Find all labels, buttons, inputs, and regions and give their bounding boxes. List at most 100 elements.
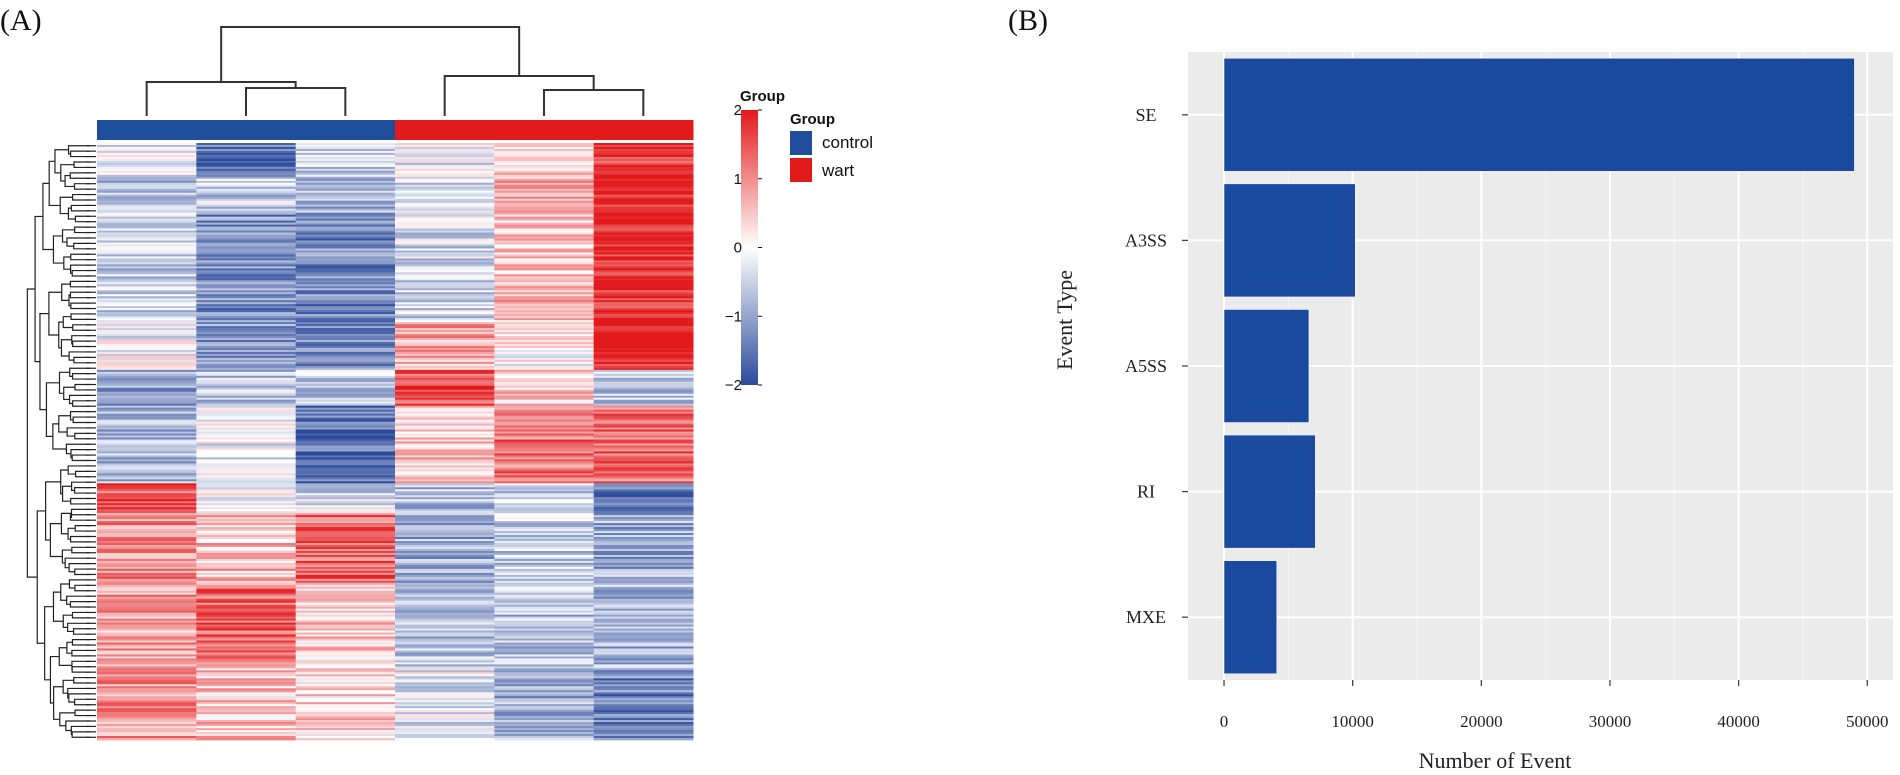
heatmap-cell xyxy=(494,160,595,164)
heatmap-cell xyxy=(395,489,495,492)
heatmap-cell xyxy=(593,194,694,198)
heatmap-cell xyxy=(494,220,595,223)
heatmap-cell xyxy=(295,355,396,359)
heatmap-cell xyxy=(196,349,297,353)
heatmap-cell xyxy=(395,411,495,415)
heatmap-cell xyxy=(97,580,197,584)
heatmap-cell xyxy=(593,324,694,327)
heatmap-cell xyxy=(593,178,694,182)
heatmap-cell xyxy=(395,262,495,265)
heatmap-cell xyxy=(97,216,197,220)
dendrogram-link xyxy=(59,196,73,215)
heatmap-cell xyxy=(494,594,595,598)
heatmap-cell xyxy=(593,190,694,194)
heatmap-cell xyxy=(494,632,595,635)
heatmap-cell xyxy=(593,533,694,536)
heatmap-cell xyxy=(395,580,495,584)
heatmap-cell xyxy=(593,250,694,253)
heatmap-cell xyxy=(196,732,297,735)
heatmap-cell xyxy=(97,371,197,375)
heatmap-cell xyxy=(395,192,495,196)
heatmap-cell xyxy=(97,365,197,369)
heatmap-cell xyxy=(196,517,297,520)
heatmap-cell xyxy=(97,300,197,303)
heatmap-cell xyxy=(97,662,197,665)
heatmap-cell xyxy=(295,310,396,313)
heatmap-cell xyxy=(196,168,297,172)
heatmap-cell xyxy=(395,148,495,152)
dendrogram-link xyxy=(66,237,90,247)
scale-tick-label: −2 xyxy=(725,377,742,394)
dendrogram-link xyxy=(70,481,90,491)
heatmap-cell xyxy=(395,560,495,564)
heatmap-cell xyxy=(494,493,595,496)
heatmap-cell xyxy=(295,445,396,448)
heatmap-cell xyxy=(295,270,396,273)
heatmap-cell xyxy=(196,700,297,703)
heatmap-cell xyxy=(395,294,495,297)
heatmap-cell xyxy=(295,596,396,600)
heatmap-cell xyxy=(494,606,595,610)
heatmap-cell xyxy=(395,521,495,524)
heatmap-cell xyxy=(196,357,297,361)
heatmap-cell xyxy=(97,682,197,685)
heatmap-cell xyxy=(494,351,595,355)
heatmap-cell xyxy=(395,343,495,347)
heatmap-cell xyxy=(593,437,694,440)
heatmap-cell xyxy=(494,304,595,307)
heatmap-cell xyxy=(494,612,595,616)
heatmap-cell xyxy=(395,525,495,528)
heatmap-cell xyxy=(295,624,396,627)
heatmap-cell xyxy=(494,401,595,405)
heatmap-cell xyxy=(97,523,197,526)
heatmap-cell xyxy=(593,186,694,190)
heatmap-cell xyxy=(593,421,694,424)
heatmap-cell xyxy=(593,451,694,454)
heatmap-cell xyxy=(196,160,297,164)
heatmap-cell xyxy=(593,519,694,522)
heatmap-cell xyxy=(593,160,694,164)
heatmap-cell xyxy=(295,544,396,548)
heatmap-cell xyxy=(395,666,495,669)
heatmap-cell xyxy=(593,594,694,598)
heatmap-cell xyxy=(295,300,396,303)
heatmap-cell xyxy=(593,216,694,220)
heatmap-cell xyxy=(494,403,595,407)
heatmap-cell xyxy=(196,586,297,590)
panel-label-b: (B) xyxy=(1008,4,1048,37)
heatmap-cell xyxy=(494,572,595,576)
heatmap-cell xyxy=(593,628,694,631)
heatmap-cell xyxy=(494,413,595,417)
heatmap-cell xyxy=(593,447,694,450)
heatmap-cell xyxy=(97,710,197,713)
heatmap-cell xyxy=(97,507,197,510)
heatmap-cell xyxy=(97,736,197,739)
heatmap-cell xyxy=(494,294,595,297)
heatmap-cell xyxy=(395,630,495,633)
heatmap-cells xyxy=(97,143,694,741)
heatmap-cell xyxy=(494,246,595,249)
heatmap-cell xyxy=(295,646,396,649)
heatmap-cell xyxy=(295,170,396,174)
heatmap-cell xyxy=(593,347,694,351)
heatmap-cell xyxy=(494,393,595,397)
heatmap-cell xyxy=(97,463,197,466)
heatmap-cell xyxy=(97,654,197,657)
heatmap-cell xyxy=(593,507,694,510)
heatmap-cell xyxy=(395,664,495,667)
heatmap-cell xyxy=(494,252,595,255)
heatmap-cell xyxy=(196,610,297,614)
heatmap-cell xyxy=(295,662,396,665)
heatmap-cell xyxy=(494,336,595,339)
heatmap-cell xyxy=(196,529,297,532)
heatmap-cell xyxy=(97,628,197,631)
heatmap-cell xyxy=(494,618,595,621)
heatmap-cell xyxy=(494,375,595,379)
heatmap-cell xyxy=(196,431,297,434)
heatmap-cell xyxy=(295,262,396,265)
heatmap-cell xyxy=(97,674,197,677)
heatmap-cell xyxy=(395,564,495,568)
heatmap-cell xyxy=(494,242,595,245)
heatmap-cell xyxy=(196,318,297,321)
heatmap-cell xyxy=(494,409,595,413)
